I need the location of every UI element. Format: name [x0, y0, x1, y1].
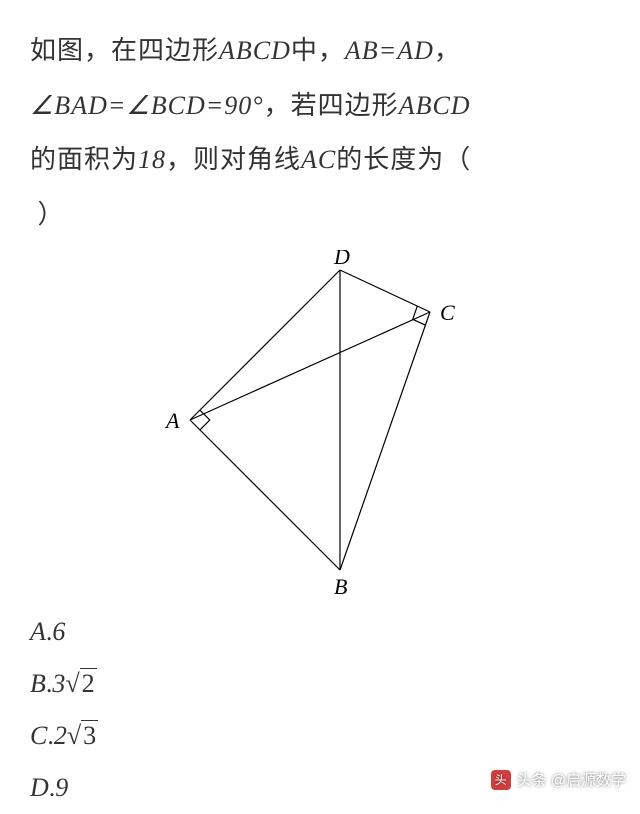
t4: ，若四边形	[264, 91, 399, 120]
watermark-logo-icon: 头	[491, 770, 511, 790]
option-a: A.6	[30, 606, 610, 658]
opt-b-rad: 2	[80, 668, 97, 698]
ac: AC	[301, 145, 336, 174]
opt-b-coef: 3	[52, 669, 65, 698]
sqrt-icon: √3	[67, 710, 98, 762]
n18: 18	[138, 145, 166, 174]
t7: 的长度为（	[336, 145, 471, 174]
sqrt-icon: √2	[65, 658, 96, 710]
abcd1: ABCD	[219, 36, 291, 65]
opt-c-coef: 2	[54, 721, 67, 750]
eq1: AB=AD	[345, 36, 434, 65]
opt-d-val: 9	[55, 773, 68, 802]
opt-a-val: 6	[52, 617, 65, 646]
abcd2: ABCD	[399, 91, 471, 120]
watermark: 头 头条 @启源数学	[491, 769, 626, 790]
problem-text: 如图，在四边形ABCD中，AB=AD， ∠BAD=∠BCD=90°，若四边形AB…	[0, 0, 640, 242]
svg-text:B: B	[334, 574, 347, 599]
svg-text:C: C	[440, 300, 455, 325]
svg-text:A: A	[164, 408, 180, 433]
t8: ）	[38, 200, 65, 229]
option-b: B.3√2	[30, 658, 610, 710]
geometry-diagram: A B C D	[150, 250, 490, 600]
opt-c-letter: C	[30, 721, 47, 750]
option-c: C.2√3	[30, 710, 610, 762]
t1: 如图，在四边形	[30, 36, 219, 65]
watermark-text: 头条 @启源数学	[517, 769, 626, 790]
t5: 的面积为	[30, 145, 138, 174]
t2: 中，	[291, 36, 345, 65]
opt-b-letter: B	[30, 669, 46, 698]
opt-c-rad: 3	[81, 720, 98, 750]
opt-d-letter: D	[30, 773, 49, 802]
svg-text:D: D	[333, 250, 350, 269]
opt-a-letter: A	[30, 617, 46, 646]
val90: =90°	[206, 91, 264, 120]
t6: ，则对角线	[166, 145, 301, 174]
t3: ，	[434, 36, 461, 65]
ang1: ∠BAD	[30, 91, 108, 120]
eq2: =	[108, 91, 127, 120]
ang2: ∠BCD	[126, 91, 205, 120]
